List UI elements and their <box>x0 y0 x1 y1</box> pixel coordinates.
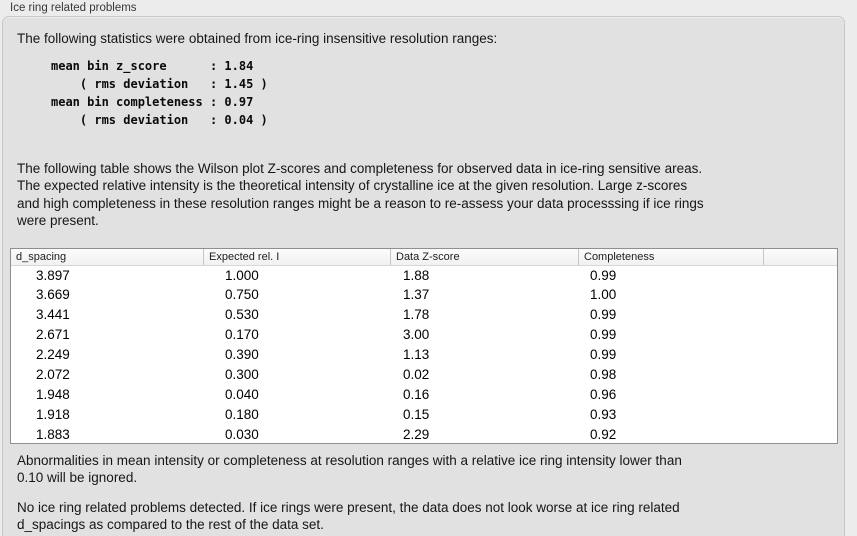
table-cell: 2.249 <box>36 347 70 363</box>
table-row[interactable]: 3.897 1.000 1.88 0.99 <box>11 266 837 286</box>
table-cell: 1.13 <box>403 347 430 363</box>
table-cell: 0.93 <box>590 406 617 422</box>
table-cell: 1.000 <box>225 267 259 283</box>
table-cell: 1.78 <box>403 307 430 323</box>
table-cell: 3.669 <box>36 287 70 303</box>
table-cell: 0.92 <box>590 426 617 442</box>
table-row[interactable]: 1.918 0.180 0.15 0.93 <box>11 405 837 425</box>
table-cell: 0.15 <box>403 406 430 422</box>
table-row[interactable]: 2.671 0.170 3.00 0.99 <box>11 325 837 345</box>
table-row[interactable]: 1.948 0.040 0.16 0.96 <box>11 385 837 405</box>
stats-values-block: mean bin z_score : 1.84 ( rms deviation … <box>51 58 268 127</box>
column-header-data-z-score[interactable]: Data Z-score <box>391 248 579 265</box>
table-cell-spacer <box>764 385 837 405</box>
column-header-completeness[interactable]: Completeness <box>579 248 764 265</box>
table-cell: 2.29 <box>403 426 430 442</box>
table-cell: 0.390 <box>225 347 259 363</box>
table-cell-spacer <box>764 305 837 325</box>
table-cell: 0.530 <box>225 307 259 323</box>
table-cell-spacer <box>764 345 837 365</box>
table-cell: 1.918 <box>36 406 70 422</box>
table-cell-spacer <box>764 266 837 286</box>
table-cell: 0.99 <box>590 307 617 323</box>
table-cell-spacer <box>764 405 837 425</box>
table-cell: 0.98 <box>590 366 617 382</box>
column-header-expected-rel-i[interactable]: Expected rel. I <box>204 248 391 265</box>
table-cell-spacer <box>764 325 837 345</box>
column-header-spacer <box>764 249 837 265</box>
section-title: Ice ring related problems <box>10 2 137 14</box>
table-cell: 1.00 <box>590 287 617 303</box>
table-cell: 0.040 <box>225 386 259 402</box>
spacer <box>8 129 839 160</box>
column-header-d-spacing[interactable]: d_spacing <box>11 248 204 265</box>
table-cell: 2.072 <box>36 366 70 382</box>
table-cell: 0.300 <box>225 366 259 382</box>
table-cell: 0.02 <box>403 366 430 382</box>
table-cell: 1.37 <box>403 287 430 303</box>
table-cell: 1.948 <box>36 386 70 402</box>
table-row[interactable]: 1.883 0.030 2.29 0.92 <box>11 425 837 443</box>
table-cell: 3.897 <box>36 267 70 283</box>
table-row[interactable]: 2.249 0.390 1.13 0.99 <box>11 345 837 365</box>
table-cell: 0.99 <box>590 267 617 283</box>
table-description-text: The following table shows the Wilson plo… <box>17 160 704 229</box>
ice-ring-panel: The following statistics were obtained f… <box>2 16 845 536</box>
table-cell-spacer <box>764 285 837 305</box>
table-cell: 0.750 <box>225 287 259 303</box>
table-cell-spacer <box>764 365 837 385</box>
table-cell: 3.441 <box>36 307 70 323</box>
stats-intro-text: The following statistics were obtained f… <box>17 31 498 46</box>
table-cell: 1.88 <box>403 267 430 283</box>
table-cell: 0.030 <box>225 426 259 442</box>
table-row[interactable]: 2.072 0.300 0.02 0.98 <box>11 365 837 385</box>
ignore-threshold-note: Abnormalities in mean intensity or compl… <box>17 452 682 486</box>
table-cell: 0.96 <box>590 386 617 402</box>
table-cell: 0.16 <box>403 386 430 402</box>
table-cell: 0.180 <box>225 406 259 422</box>
table-cell: 0.170 <box>225 327 259 343</box>
conclusion-text: No ice ring related problems detected. I… <box>17 499 680 533</box>
table-cell: 3.00 <box>403 327 430 343</box>
table-cell: 0.99 <box>590 347 617 363</box>
table-cell: 1.883 <box>36 426 70 442</box>
table-row[interactable]: 3.441 0.530 1.78 0.99 <box>11 305 837 325</box>
table-body: 3.897 1.000 1.88 0.99 3.669 0.750 1.37 1.00 3.44… <box>11 265 837 443</box>
ice-ring-table[interactable]: d_spacing Expected rel. I Data Z-score C… <box>10 247 838 444</box>
table-header-row: d_spacing Expected rel. I Data Z-score C… <box>11 248 837 266</box>
table-cell-spacer <box>764 425 837 443</box>
table-row[interactable]: 3.669 0.750 1.37 1.00 <box>11 285 837 305</box>
table-cell: 0.99 <box>590 327 617 343</box>
table-cell: 2.671 <box>36 327 70 343</box>
